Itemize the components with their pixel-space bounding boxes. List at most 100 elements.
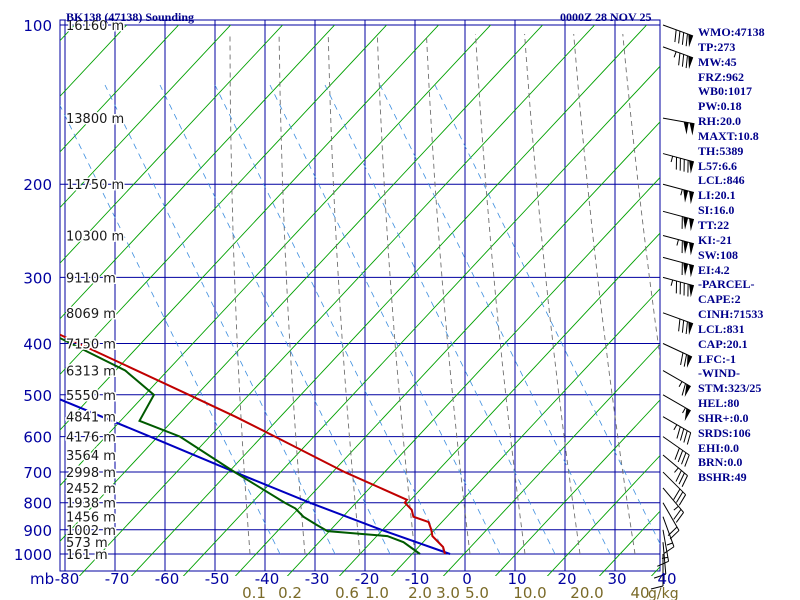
wind-barb-pennant [683,240,689,254]
wind-barb-flag [678,31,681,44]
height-label: 5550 m [66,389,116,404]
wind-barb-half-flag [673,424,678,431]
wind-barb-flag [673,488,681,500]
moist-adiabat [229,34,251,555]
dry-adiabat [60,25,440,431]
height-label-halo: 9110 m [66,271,116,286]
index-item: STM:323/25 [698,381,762,396]
wind-barb [662,235,695,256]
index-item: -PARCEL- [698,277,755,292]
height-label: 1456 m [66,511,116,526]
index-item: SW:108 [698,247,739,262]
wind-barb-pennant [684,408,691,422]
mixing-ratio-label: 0.6 [335,584,359,600]
wind-barb-flag [685,55,688,69]
index-item: TP:273 [698,39,736,54]
index-item: BSHR:49 [698,470,747,485]
index-item: KI:-21 [698,232,732,247]
height-label-halo: 7150 m [66,337,116,352]
mixing-ratio-label: 0.1 [242,584,266,600]
moist-adiabat [573,33,636,555]
height-label-halo: 161 m [66,548,108,563]
height-label-halo: 573 m [66,536,108,551]
temperature-tick-label: -20 [355,570,380,588]
wind-barb-flag [684,454,690,467]
wind-barb-staff [662,487,684,513]
mixing-ratio-label: 1.0 [365,584,389,600]
index-item: LI:20.1 [698,188,736,203]
temperature-line [60,333,446,555]
wind-barb-staff [662,276,695,287]
wind-barb-flag [681,475,688,487]
wind-barb-half-flag [666,542,673,546]
wind-barb-half-flag [673,505,679,511]
parcel-path-line [60,398,451,555]
wind-barb-half-flag [680,189,683,196]
index-item: WMO:47138 [698,25,765,39]
height-label-halo: 5550 m [66,389,116,404]
wind-barb-staff [662,394,691,412]
pressure-tick-label: 400 [23,335,52,353]
index-item: L57:6.6 [698,158,737,173]
wind-barb-flag [663,546,675,555]
height-label: 16160 m [66,19,124,34]
index-item: SHR+:0.0 [698,410,749,425]
wind-barb [662,183,695,205]
wind-barb-pennant [683,216,689,230]
pressure-tick-label: 500 [23,387,52,405]
moist-adiabat [524,33,581,555]
wind-barb-staff [662,502,680,531]
mixing-ratio-label: 10.0 [513,584,546,600]
wind-barb [662,454,688,487]
moist-adiabat [376,33,416,555]
temperature-tick-label: -10 [405,570,430,588]
index-item: TH:5389 [698,143,744,158]
wind-barb [662,487,684,523]
wind-barb-pennant [688,34,694,48]
index-item: RH:20.0 [698,114,741,129]
dry-adiabat [130,25,648,576]
indices-panel: WMO:47138 TP:273 MW:45 FRZ:962 WB0:1017 PW:0.… [698,25,798,485]
temperature-tick-label: 20 [557,570,576,588]
height-label-halo: 8069 m [66,307,116,322]
pressure-temperature-grid [59,19,661,572]
pressure-tick-label: 1000 [14,546,52,564]
pressure-unit-label: mb [30,570,54,588]
wind-barb-pennant [683,189,689,203]
pressure-tick-label: 900 [23,522,52,540]
dry-adiabat [234,121,660,576]
wind-barb-flag [675,470,682,482]
temperature-tick-label: -60 [155,570,180,588]
station-title: BK138 (47138) Sounding [66,10,195,24]
wind-barb [662,24,694,48]
height-label-halo: 11750 m [66,178,124,193]
wind-barb [662,394,691,422]
wind-barb [662,256,695,278]
pressure-tick-label: 200 [23,176,52,194]
index-item: FRZ:962 [698,69,744,84]
dewpoint-line [60,336,421,555]
wind-barb-staff [662,370,691,387]
wind-barb-pennant [689,160,694,174]
wind-barb-pennant [683,121,689,135]
wind-barb-staff [662,46,694,59]
mixing-ratio-label: 0.2 [278,584,302,600]
wind-barb [662,370,691,397]
index-item: PW:0.18 [698,99,742,114]
wind-barb-pennant [689,122,695,136]
wind-barb-staff [662,312,694,325]
wind-barb [662,46,694,70]
wind-barb-pennant [689,218,694,232]
height-label: 9110 m [66,271,116,286]
wind-barb-flag [685,33,688,47]
temperature-tick-label: 40 [657,570,676,588]
wind-barb-flag [675,512,684,523]
wind-barb-staff [662,183,695,194]
wind-barb-pennant [688,322,694,336]
dry-adiabat [78,25,596,576]
temperature-tick-label: -30 [305,570,330,588]
index-item: -WIND- [698,366,740,381]
